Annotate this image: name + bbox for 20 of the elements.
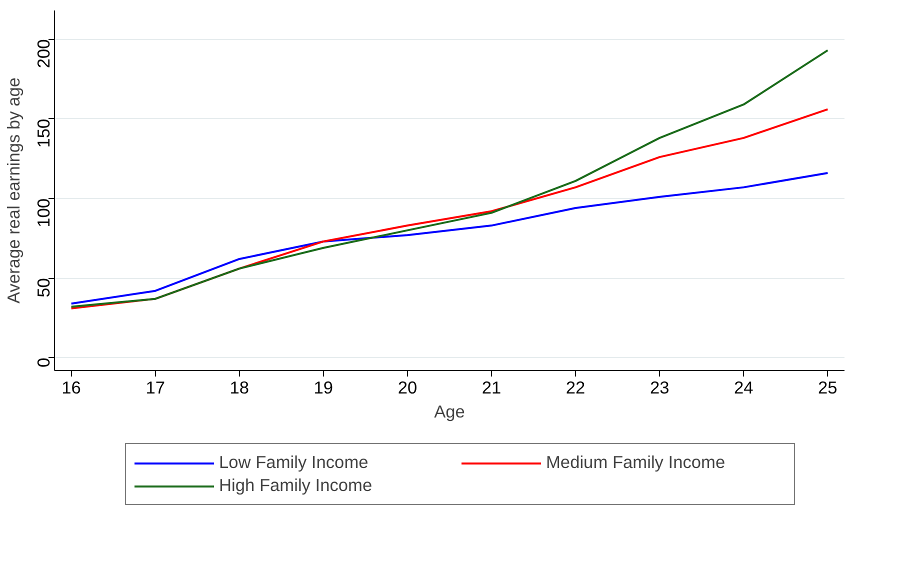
x-tick-label: 17 — [146, 378, 165, 398]
legend-label: Low Family Income — [219, 452, 370, 473]
y-tick-label: 200 — [34, 39, 54, 68]
y-tick-label: 0 — [34, 358, 54, 368]
x-tick-label: 24 — [734, 378, 754, 398]
x-tick-label: 23 — [650, 378, 670, 398]
x-tick-label: 25 — [818, 378, 838, 398]
x-tick-label: 19 — [314, 378, 334, 398]
x-axis-title: Age — [434, 402, 465, 422]
y-tick-label: 150 — [34, 118, 54, 148]
y-tick-label: 50 — [34, 278, 54, 298]
y-axis-title: Average real earnings by age — [4, 77, 24, 304]
x-tick-label: 22 — [566, 378, 586, 398]
x-tick-label: 21 — [482, 378, 502, 398]
legend-label: High Family Income — [219, 475, 374, 496]
legend-label: Medium Family Income — [546, 452, 726, 473]
x-tick-label: 20 — [398, 378, 418, 398]
x-tick-label: 16 — [62, 378, 81, 398]
y-tick-label: 100 — [34, 198, 54, 228]
x-tick-label: 18 — [230, 378, 250, 398]
